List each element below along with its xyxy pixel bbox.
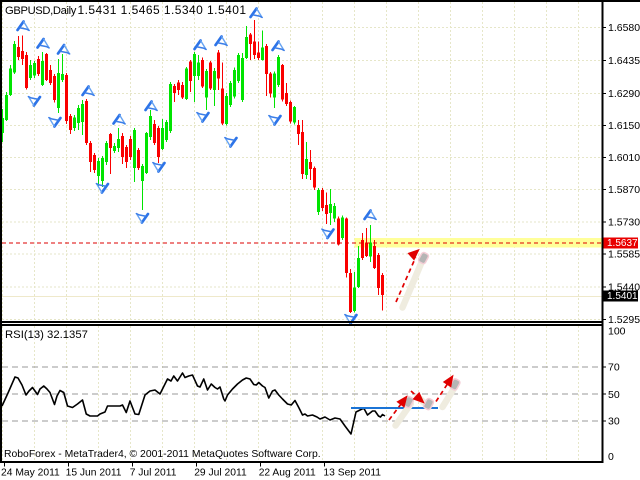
svg-text:1.6290: 1.6290 xyxy=(608,88,640,100)
svg-text:1.5730: 1.5730 xyxy=(608,217,640,229)
svg-text:13 Sep 2011: 13 Sep 2011 xyxy=(323,468,381,479)
svg-text:RoboForex - MetaTrader4, © 200: RoboForex - MetaTrader4, © 2001-2011 Met… xyxy=(4,449,321,460)
svg-text:1.6435: 1.6435 xyxy=(608,55,640,67)
svg-text:7 Jul 2011: 7 Jul 2011 xyxy=(130,468,177,479)
svg-text:100: 100 xyxy=(608,326,626,338)
svg-text:RSI(13) 32.1357: RSI(13) 32.1357 xyxy=(5,329,88,341)
svg-text:15 Jun 2011: 15 Jun 2011 xyxy=(66,468,122,479)
svg-text:GBPUSD,Daily: GBPUSD,Daily xyxy=(5,5,77,17)
svg-text:22 Aug 2011: 22 Aug 2011 xyxy=(259,468,316,479)
svg-text:29 Jul 2011: 29 Jul 2011 xyxy=(194,468,247,479)
svg-text:1.5637: 1.5637 xyxy=(607,238,638,249)
svg-text:1.5295: 1.5295 xyxy=(608,314,640,326)
svg-text:1.6010: 1.6010 xyxy=(608,152,640,164)
svg-text:0: 0 xyxy=(608,451,614,463)
svg-text:70: 70 xyxy=(608,362,620,374)
svg-text:30: 30 xyxy=(608,416,620,428)
svg-text:1.5431 1.5465 1.5340 1.5401: 1.5431 1.5465 1.5340 1.5401 xyxy=(78,3,247,17)
svg-text:1.6580: 1.6580 xyxy=(608,22,640,34)
svg-text:50: 50 xyxy=(608,389,620,401)
svg-text:1.5870: 1.5870 xyxy=(608,184,640,196)
svg-text:1.5585: 1.5585 xyxy=(608,249,640,261)
svg-text:1.5401: 1.5401 xyxy=(607,291,638,302)
svg-text:1.6150: 1.6150 xyxy=(608,120,640,132)
svg-text:24 May 2011: 24 May 2011 xyxy=(1,468,60,479)
